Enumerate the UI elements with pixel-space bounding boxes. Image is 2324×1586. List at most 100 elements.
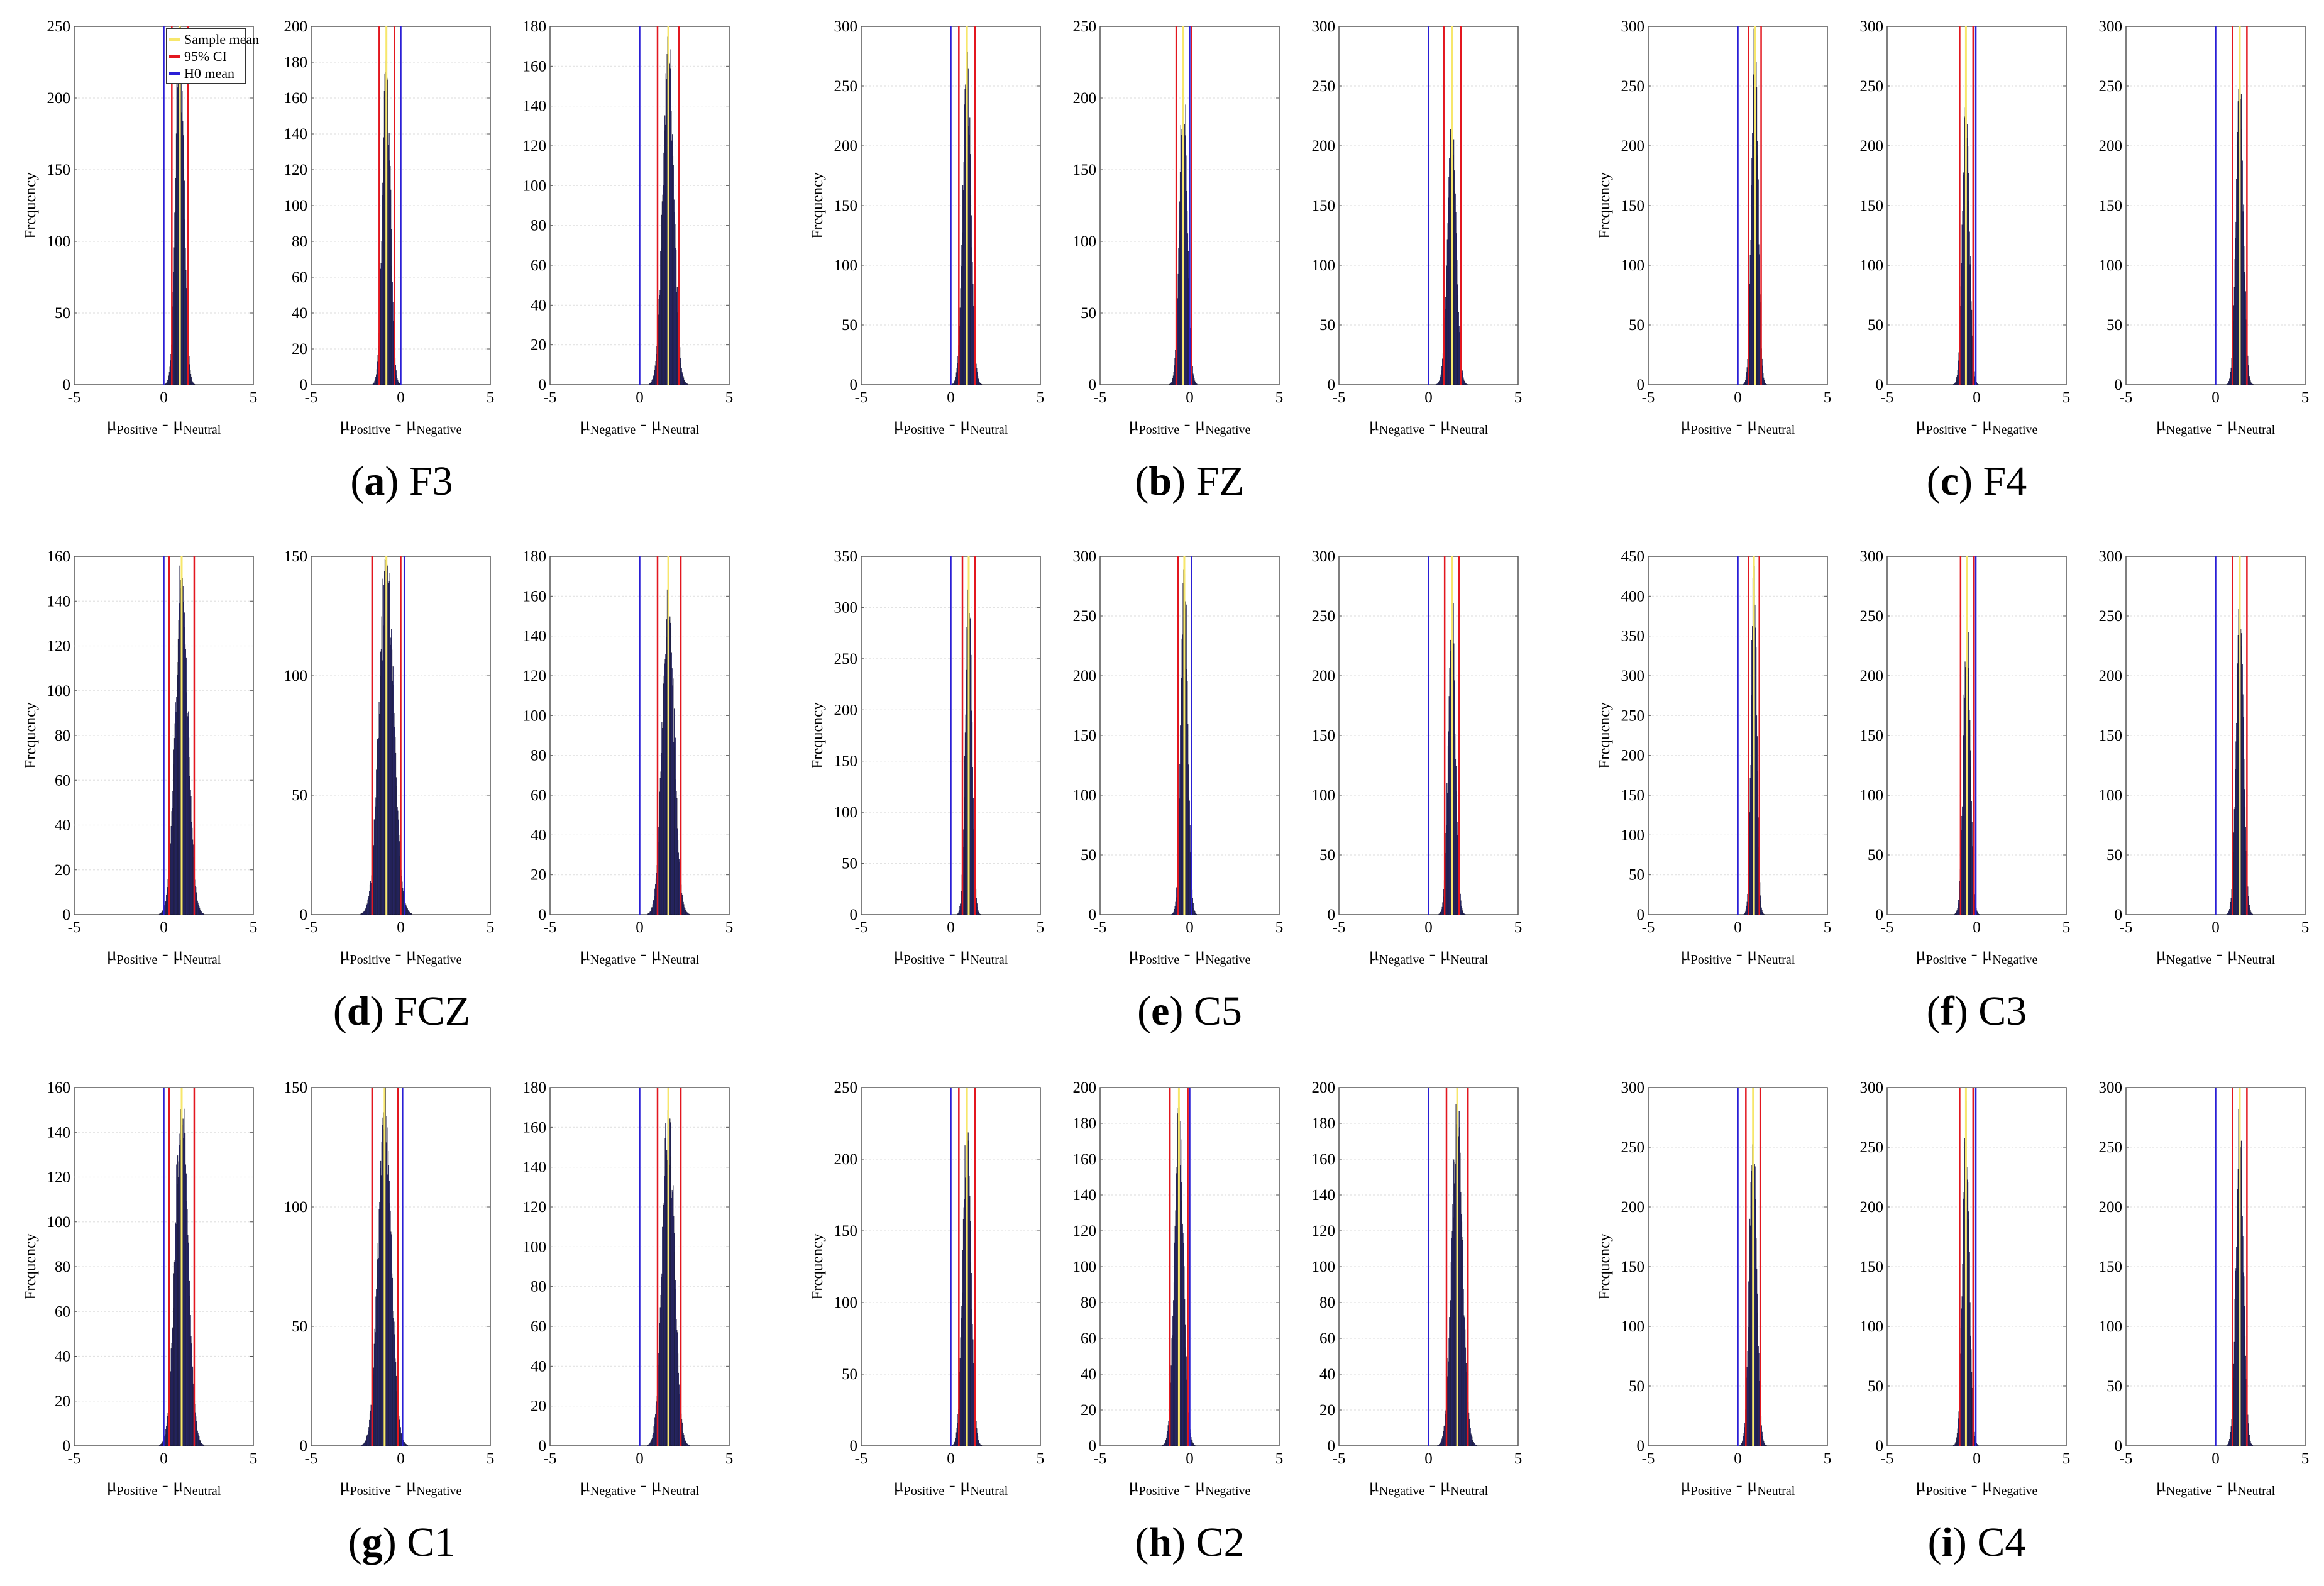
histogram-bar	[686, 383, 688, 385]
y-tick-label: 0	[1876, 1438, 1884, 1455]
x-tick-label: 5	[1037, 1450, 1045, 1467]
y-tick-label: 80	[1081, 1294, 1096, 1311]
y-tick-label: 160	[47, 1079, 71, 1096]
x-tick-label: -5	[855, 1450, 868, 1467]
y-tick-label: 250	[2099, 608, 2123, 625]
y-tick-label: 300	[834, 18, 858, 35]
y-tick-label: 150	[1312, 197, 1336, 214]
x-tick-label: -5	[68, 1450, 81, 1467]
histogram-bar	[2252, 384, 2254, 385]
x-tick-label: 0	[397, 1450, 405, 1467]
y-tick-label: 200	[1312, 1079, 1336, 1096]
y-tick-label: 350	[834, 548, 858, 565]
y-tick-label: 160	[523, 1119, 547, 1136]
x-tick-label: 0	[2211, 389, 2220, 406]
y-tick-label: 100	[1312, 257, 1336, 274]
y-tick-label: 180	[1073, 1115, 1097, 1132]
histogram-bar	[1766, 384, 1767, 385]
y-tick-label: 100	[47, 1214, 71, 1231]
y-tick-label: 0	[1089, 906, 1097, 923]
y-tick-label: 250	[1860, 1139, 1884, 1156]
x-tick-label: 0	[1734, 389, 1742, 406]
x-tick-label: 5	[487, 389, 495, 406]
x-axis-label: μPositive - μNeutral	[1681, 414, 1795, 437]
subfigure-caption: (g) C1	[348, 1519, 455, 1565]
subfigure-caption: (a) F3	[350, 458, 453, 504]
y-tick-label: 180	[284, 54, 308, 71]
y-tick-label: 200	[1073, 90, 1097, 107]
histogram-bars	[1169, 79, 1198, 385]
x-axis-label: μNegative - μNeutral	[1369, 944, 1489, 967]
x-axis-label: μPositive - μNegative	[340, 414, 462, 437]
y-tick-label: 0	[539, 1438, 547, 1455]
y-tick-label: 250	[2099, 78, 2123, 95]
y-tick-label: 150	[1860, 727, 1884, 744]
y-tick-label: 160	[523, 588, 547, 605]
x-tick-label: -5	[1333, 389, 1346, 406]
y-tick-label: 0	[1089, 1438, 1097, 1455]
y-tick-label: 20	[55, 862, 70, 879]
y-tick-label: 120	[523, 138, 547, 155]
y-tick-label: 120	[47, 1169, 71, 1186]
y-tick-label: 20	[292, 341, 307, 358]
y-tick-label: 120	[523, 1199, 547, 1216]
y-tick-label: 20	[531, 1398, 546, 1415]
y-tick-label: 300	[1621, 18, 1645, 35]
y-tick-label: 400	[1621, 588, 1645, 605]
y-tick-label: 0	[850, 1438, 858, 1455]
y-tick-label: 60	[531, 1318, 546, 1335]
y-tick-label: 150	[2099, 727, 2123, 744]
y-tick-label: 0	[850, 906, 858, 923]
x-tick-label: -5	[2120, 389, 2133, 406]
x-axis-label: μNegative - μNeutral	[580, 1475, 700, 1498]
y-tick-label: 80	[531, 1279, 546, 1296]
x-tick-label: -5	[68, 919, 81, 936]
y-tick-label: 0	[300, 1438, 308, 1455]
y-tick-label: 350	[1621, 628, 1645, 645]
y-tick-label: 0	[1089, 377, 1097, 394]
x-tick-label: 0	[1186, 919, 1194, 936]
y-tick-label: 0	[1637, 1438, 1645, 1455]
y-tick-label: 250	[1621, 707, 1645, 724]
x-tick-label: 5	[2301, 389, 2310, 406]
y-tick-label: 50	[1868, 847, 1883, 864]
x-tick-label: 0	[1186, 389, 1194, 406]
y-tick-label: 160	[47, 548, 71, 565]
y-tick-label: 50	[1629, 867, 1644, 884]
y-tick-label: 40	[531, 297, 546, 314]
x-tick-label: 5	[1514, 919, 1523, 936]
y-tick-label: 200	[834, 702, 858, 719]
y-tick-label: 180	[523, 548, 547, 565]
y-tick-label: 100	[1073, 233, 1097, 250]
x-tick-label: -5	[1094, 389, 1107, 406]
x-tick-label: 5	[2301, 1450, 2310, 1467]
y-tick-label: 300	[2099, 548, 2123, 565]
y-tick-label: 50	[1868, 1378, 1883, 1395]
y-tick-label: 150	[284, 548, 308, 565]
x-tick-label: 5	[250, 1450, 258, 1467]
y-tick-label: 120	[284, 162, 308, 179]
y-tick-label: 150	[2099, 197, 2123, 214]
y-tick-label: 120	[1073, 1223, 1097, 1240]
y-tick-label: 200	[1860, 668, 1884, 685]
y-tick-label: 300	[1073, 548, 1097, 565]
y-tick-label: 300	[1860, 1079, 1884, 1096]
y-tick-label: 200	[1621, 1199, 1645, 1216]
y-tick-label: 40	[292, 305, 307, 322]
y-tick-label: 100	[834, 804, 858, 821]
y-tick-label: 50	[2106, 847, 2122, 864]
y-tick-label: 100	[523, 177, 547, 194]
y-tick-label: 150	[1312, 727, 1336, 744]
y-tick-label: 100	[47, 683, 71, 700]
y-tick-label: 250	[834, 1079, 858, 1096]
histogram-bar	[979, 914, 981, 915]
y-tick-label: 300	[1312, 548, 1336, 565]
y-tick-label: 160	[1312, 1151, 1336, 1168]
